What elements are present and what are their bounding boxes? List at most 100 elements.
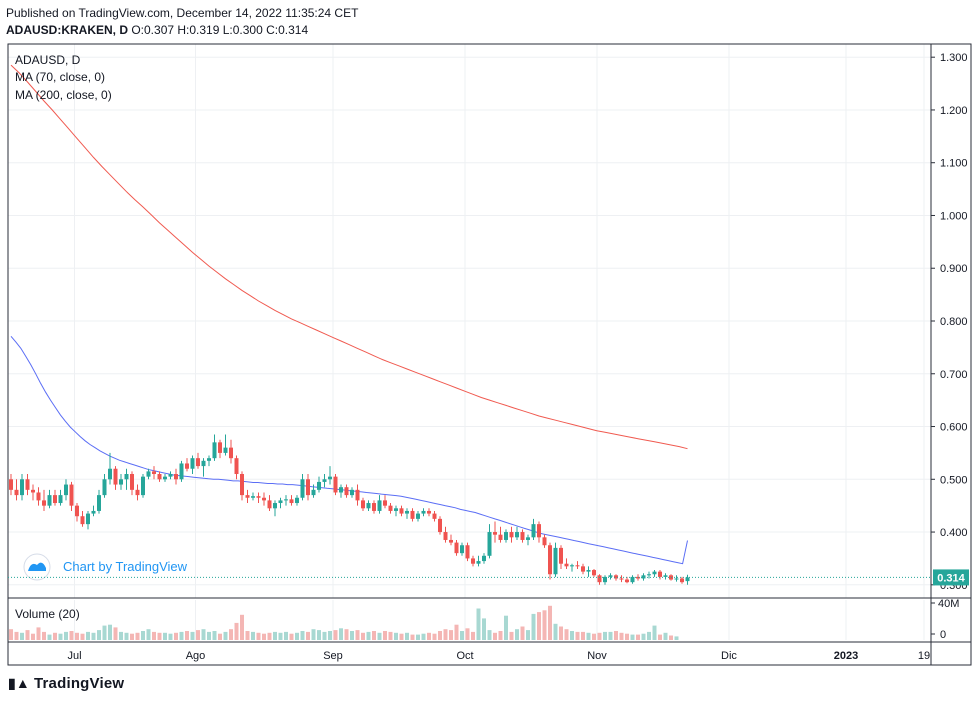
ma70-line [10, 335, 688, 565]
volume-bar [201, 629, 206, 640]
volume-bar [135, 632, 140, 640]
volume-bar [350, 631, 354, 640]
candle-body [515, 532, 519, 538]
candle-body [207, 458, 211, 461]
volume-bar [284, 631, 288, 640]
candle-body [685, 577, 690, 582]
candle-body [58, 495, 63, 504]
volume-bar [130, 633, 134, 640]
candle-body [25, 479, 30, 490]
candle-body [504, 532, 508, 540]
candle-body [465, 545, 470, 559]
candle-body [339, 487, 343, 493]
volume-bar [421, 633, 426, 640]
volume-bar [218, 633, 222, 640]
volume-bar [14, 631, 19, 640]
candle-body [482, 555, 486, 562]
volume-bar [91, 632, 96, 640]
volume-bar [432, 633, 437, 640]
candle-body [267, 500, 272, 509]
volume-bar [460, 631, 464, 640]
volume-bar [31, 633, 35, 640]
candle-body [31, 489, 35, 493]
volume-tick-label: 40M [938, 598, 959, 610]
volume-bar [608, 631, 613, 640]
volume-bar [372, 631, 376, 640]
candle-body [559, 547, 563, 564]
volume-bar [377, 632, 382, 640]
candle-body [454, 542, 459, 554]
candle-body [361, 500, 365, 509]
candle-body [388, 505, 393, 511]
candle-body [630, 576, 635, 583]
ma70-line-group [10, 335, 688, 565]
candle-body [69, 484, 74, 506]
volume-bar [575, 631, 580, 640]
volume-bars-group [9, 605, 679, 640]
volume-bar [509, 631, 514, 640]
volume-bar [267, 632, 272, 640]
tradingview-logo[interactable]: ▮▲ TradingView [8, 675, 124, 692]
candle-body [383, 500, 387, 506]
volume-bar [410, 634, 415, 640]
volume-bar [317, 630, 321, 640]
candle-body [564, 563, 569, 567]
candle-body [218, 442, 222, 453]
symbol-label: ADAUSD:KRAKEN, D [6, 23, 128, 37]
price-tick-label: 0.900 [940, 263, 968, 275]
tv-logo-icon: ▮▲ [8, 675, 30, 691]
candle-body [570, 565, 574, 567]
candle-body [531, 524, 536, 538]
volume-tick-label: 0 [940, 629, 946, 641]
candle-body [542, 537, 547, 546]
volume-bar [75, 632, 79, 640]
candle-body [366, 503, 371, 509]
candle-body [603, 576, 607, 583]
legend-ma200: MA (200, close, 0) [15, 88, 112, 102]
volume-bar [383, 631, 387, 640]
volume-bar [256, 632, 261, 640]
volume-bar [487, 630, 492, 640]
candle-body [223, 447, 228, 453]
candle-body [152, 471, 156, 475]
volume-bar [482, 618, 486, 640]
volume-bar [427, 632, 431, 640]
candle-body [295, 497, 299, 504]
candle-body [410, 510, 415, 519]
candle-body [42, 500, 46, 506]
candle-body [487, 532, 492, 556]
volume-bar [163, 632, 167, 640]
volume-bar [262, 633, 266, 640]
candle-body [190, 458, 195, 469]
candle-body [201, 460, 206, 467]
volume-bar [146, 629, 151, 640]
volume-bar [476, 608, 481, 640]
candle-body [14, 489, 19, 496]
candle-body [674, 578, 679, 580]
candle-body [278, 500, 283, 504]
candle-body [146, 471, 151, 477]
candle-body [9, 479, 13, 490]
volume-bar [504, 615, 508, 640]
candle-body [658, 571, 662, 577]
volume-bar [658, 634, 662, 640]
ohlc-values: O:0.307 H:0.319 L:0.300 C:0.314 [131, 23, 309, 37]
volume-bar [597, 632, 602, 640]
volume-bar [493, 632, 497, 640]
candle-body [592, 570, 596, 576]
volume-bar [603, 631, 607, 640]
volume-bar [570, 631, 574, 640]
candle-body [273, 503, 277, 509]
volume-bar [53, 632, 57, 640]
candle-body [647, 574, 651, 576]
volume-bar [223, 631, 228, 640]
candle-body [212, 442, 217, 459]
candle-body [163, 476, 167, 480]
candle-body [86, 513, 90, 525]
volume-bar [9, 629, 13, 640]
candle-body [322, 479, 327, 482]
candle-body [509, 532, 514, 538]
volume-bar [322, 631, 327, 640]
candle-body [641, 575, 646, 579]
